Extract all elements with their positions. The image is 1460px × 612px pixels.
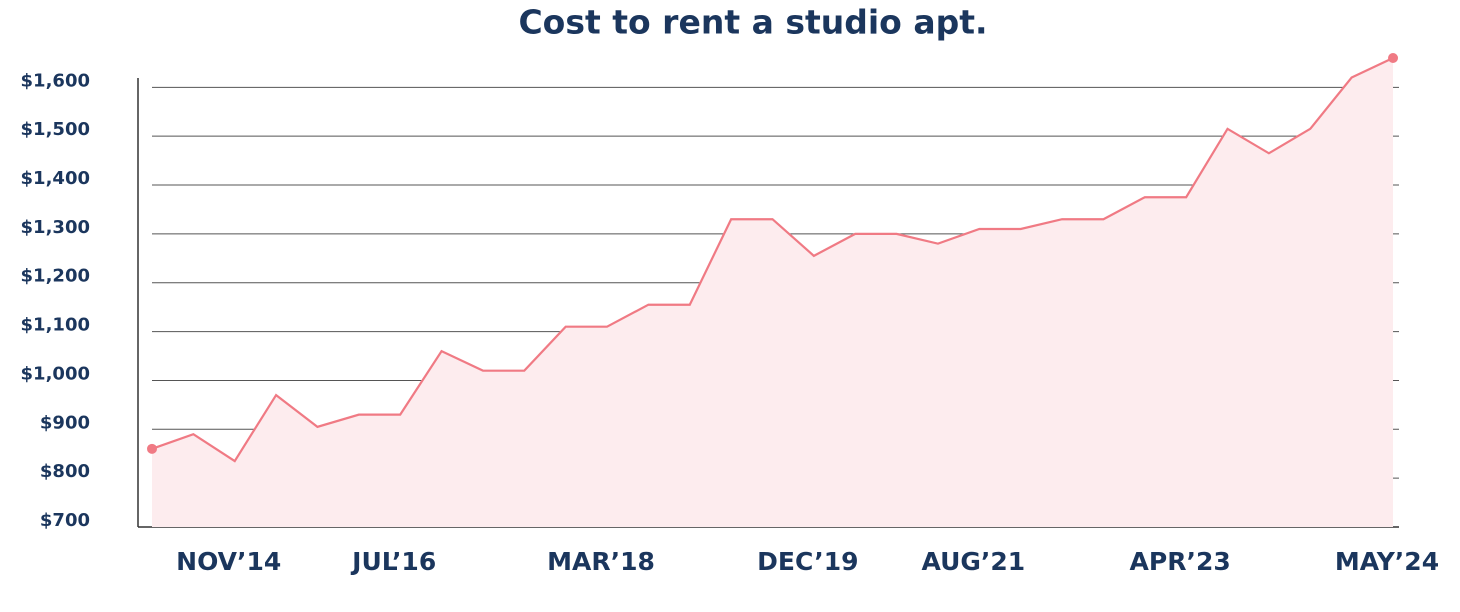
x-tick-label: JUL’16 (350, 547, 436, 576)
y-tick-label: $1,100 (21, 315, 90, 336)
x-tick-label: DEC’19 (757, 547, 858, 576)
y-tick-label: $900 (40, 412, 90, 433)
y-tick-label: $1,500 (21, 119, 90, 140)
area (152, 58, 1393, 527)
x-tick-label: MAY’24 (1335, 547, 1439, 576)
y-tick-label: $800 (40, 461, 90, 482)
y-tick-label: $700 (40, 510, 90, 531)
x-tick-label: MAR’18 (547, 547, 655, 576)
chart-title: Cost to rent a studio apt. (518, 3, 987, 42)
x-tick-label: NOV’14 (176, 547, 281, 576)
line (151, 57, 1394, 463)
y-tick-label: $1,200 (21, 266, 90, 287)
y-tick-label: $1,600 (21, 70, 90, 91)
y-tick-label: $1,400 (21, 168, 90, 189)
end-marker (1388, 53, 1398, 63)
x-tick-label: APR’23 (1130, 547, 1231, 576)
y-tick-label: $1,300 (21, 217, 90, 238)
y-tick-label: $1,000 (21, 363, 90, 384)
end-marker (147, 443, 157, 454)
x-tick-label: AUG’21 (921, 547, 1025, 576)
